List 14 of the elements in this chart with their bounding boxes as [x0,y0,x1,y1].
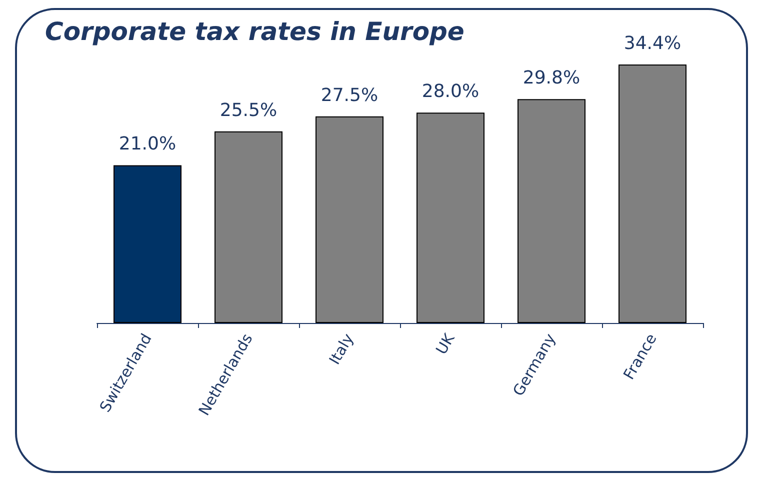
data-label: 34.4% [624,33,682,54]
bar [416,112,484,323]
bar [114,165,182,323]
bar [618,64,686,323]
data-label: 21.0% [118,134,176,155]
bar [316,116,384,323]
bar [518,99,586,323]
bar [214,131,282,323]
x-tick-label: UK [432,329,459,358]
data-label: 29.8% [522,68,580,89]
data-label: 28.0% [422,81,480,102]
chart-title: Corporate tax rates in Europe [45,17,464,46]
data-label: 27.5% [320,84,378,106]
data-label: 25.5% [220,100,278,121]
